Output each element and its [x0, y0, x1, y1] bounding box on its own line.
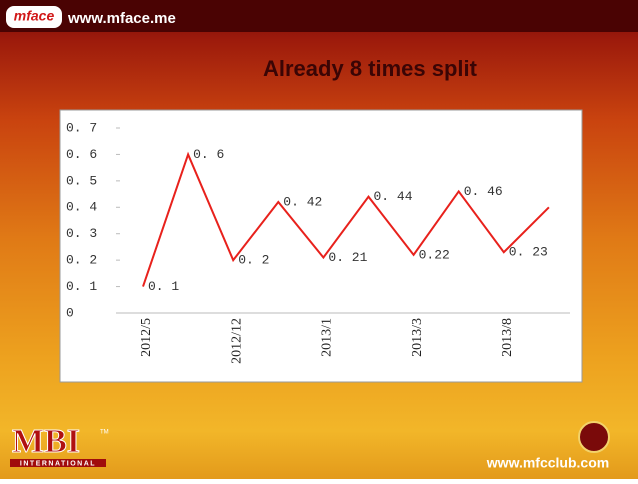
- x-tick-label: 2012/12: [229, 318, 244, 364]
- plot-frame: [59, 109, 583, 383]
- x-tick-label: 2013/3: [410, 318, 425, 357]
- club-emblem: [578, 421, 610, 453]
- logo-badge: [6, 6, 62, 28]
- value-label: 0. 6: [193, 147, 224, 162]
- value-label: 0. 1: [148, 279, 179, 294]
- y-tick-label: 0. 2: [66, 253, 97, 268]
- chart-title: Already 8 times split: [263, 56, 478, 81]
- x-tick-label: 2012/5: [139, 318, 154, 357]
- header-site: www.mface.me: [67, 10, 176, 27]
- value-label: 0. 46: [464, 184, 503, 199]
- footer-tm: TM: [100, 430, 109, 436]
- footer-logo-sub: INTERNATIONAL: [20, 460, 96, 467]
- value-label: 0. 2: [238, 253, 269, 268]
- y-tick-label: 0. 6: [66, 147, 97, 162]
- x-tick-label: 2013/1: [320, 318, 335, 357]
- x-tick-label: 2013/8: [500, 318, 515, 357]
- value-label: 0. 44: [374, 189, 413, 204]
- footer-logo: MBI: [12, 423, 80, 460]
- y-tick-label: 0. 5: [66, 173, 97, 188]
- y-tick-label: 0. 1: [66, 279, 97, 294]
- footer-site: www.mfcclub.com: [486, 455, 609, 471]
- y-tick-label: 0. 7: [66, 120, 97, 135]
- value-label: 0. 21: [328, 250, 367, 265]
- y-tick-label: 0. 3: [66, 226, 97, 241]
- value-label: 0. 23: [509, 245, 548, 260]
- header-logo: mface: [14, 8, 55, 24]
- plot: 0 0. 1 0. 2 0. 3 0. 4 0. 5 0. 6 0. 7 2012/5 2012/…: [66, 120, 570, 364]
- value-label: 0. 42: [283, 194, 322, 209]
- y-tick-label: 0. 4: [66, 200, 97, 215]
- line: [142, 151, 550, 287]
- top-bar: [0, 0, 638, 32]
- logo-sub-bar: [10, 459, 106, 467]
- value-label: 0.22: [419, 247, 450, 262]
- y-tick-label: 0: [66, 305, 74, 320]
